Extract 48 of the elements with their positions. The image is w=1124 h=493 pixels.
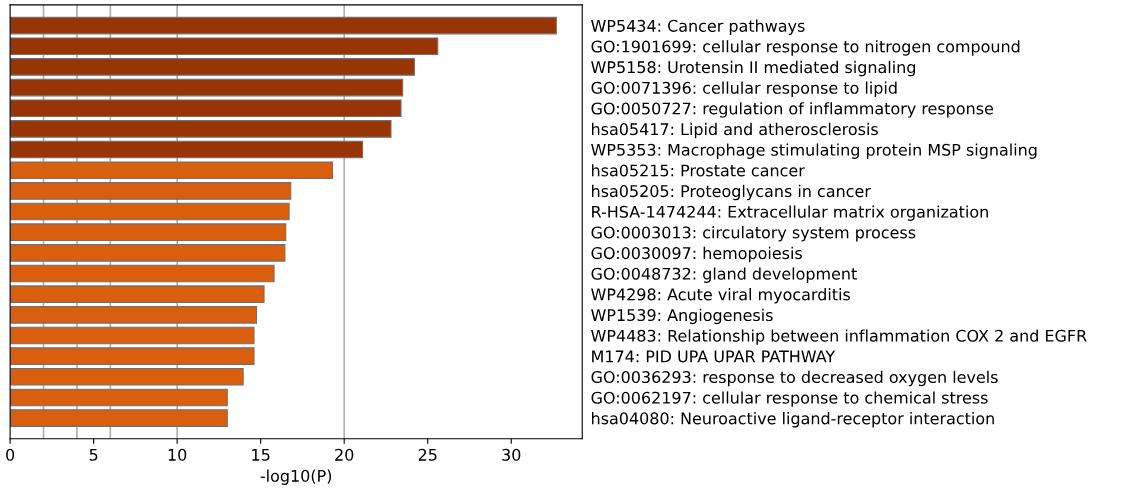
y-tick-label: GO:1901699: cellular response to nitrogen compound [591,40,1020,56]
y-tick-label: WP4298: Acute viral myocarditis [591,288,851,304]
bar [10,78,404,97]
y-tick-label: GO:0030097: hemopoiesis [591,246,802,263]
bar [10,409,228,427]
bar [10,202,290,221]
y-tick-label: hsa05205: Proteoglycans in cancer [592,184,871,201]
bar [10,223,287,241]
bar [10,388,228,407]
x-tick-label: 10 [168,448,187,461]
y-tick-label: hsa04080: Neuroactive ligand-receptor interaction [592,412,994,428]
x-tick-label: 25 [418,448,437,461]
y-tick-label: GO:0003013: circulatory system process [591,226,916,242]
bar [10,37,439,56]
bar [10,161,334,180]
x-axis-title: -log10(P) [260,469,332,485]
bar [10,367,244,386]
y-tick-label: GO:0048732: gland development [591,267,857,283]
y-tick-label: GO:0071396: cellular response to lipid [591,81,897,97]
y-tick-label: WP1539: Angiogenesis [591,308,773,325]
x-tick-label: 15 [252,448,270,461]
y-tick-label: GO:0062197: cellular response to chemical stress [591,391,988,407]
y-tick-label: GO:0050727: regulation of inflammatory response [591,102,994,118]
bar [10,16,557,35]
bar [10,182,292,200]
x-tick-label: 0 [6,448,15,461]
bar [10,120,392,138]
y-tick-label: WP5158: Urotensin II mediated signaling [591,60,915,77]
x-tick-label: 5 [89,448,98,461]
y-tick-label: M174: PID UPA UPAR PATHWAY [592,350,836,363]
bar [10,305,258,324]
y-tick-label: WP5353: Macrophage stimulating protein MSP signaling [591,143,1037,159]
y-tick-label: R-HSA-1474244: Extracellular matrix organization [592,205,988,221]
x-tick-label: 30 [502,448,521,461]
y-tick-label: hsa05417: Lipid and atherosclerosis [592,122,878,139]
bar [10,58,415,76]
y-tick-label: WP4483: Relationship between inflammation COX 2 and EGFR [591,329,1087,345]
x-tick-label: 20 [335,448,354,461]
bar [10,99,402,118]
y-tick-label: hsa05215: Prostate cancer [592,164,805,177]
y-tick-label: GO:0036293: response to decreased oxygen levels [591,370,998,387]
bar [10,140,364,159]
bar [10,244,286,262]
bar [10,326,255,345]
y-tick-label: WP5434: Cancer pathways [591,19,805,35]
bar [10,264,275,283]
bar [10,347,255,365]
bar [10,285,265,303]
